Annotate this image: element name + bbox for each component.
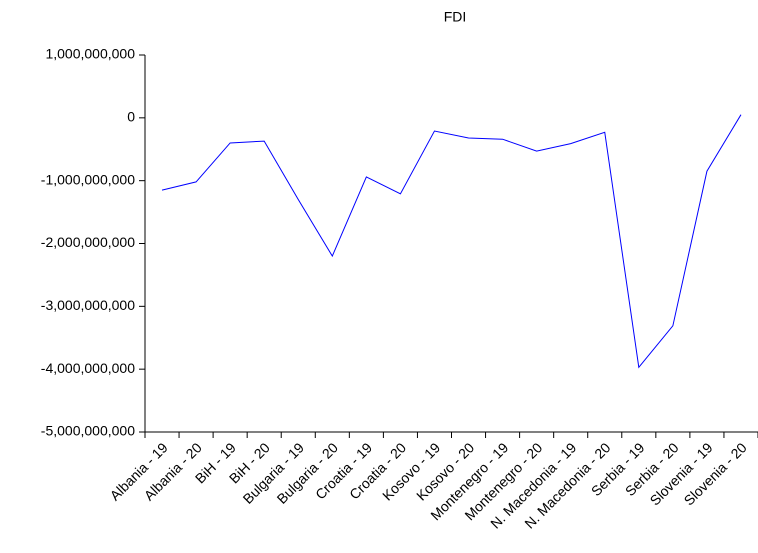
chart-title: FDI bbox=[444, 9, 467, 25]
y-tick-label: 0 bbox=[127, 109, 135, 125]
y-tick-label: -4,000,000,000 bbox=[41, 360, 135, 376]
y-tick-label: -3,000,000,000 bbox=[41, 297, 135, 313]
y-tick-label: -2,000,000,000 bbox=[41, 234, 135, 250]
line-series bbox=[161, 114, 742, 369]
y-tick-label: -5,000,000,000 bbox=[41, 423, 135, 439]
y-tick-label: 1,000,000,000 bbox=[45, 46, 135, 62]
y-tick-label: -1,000,000,000 bbox=[41, 171, 135, 187]
